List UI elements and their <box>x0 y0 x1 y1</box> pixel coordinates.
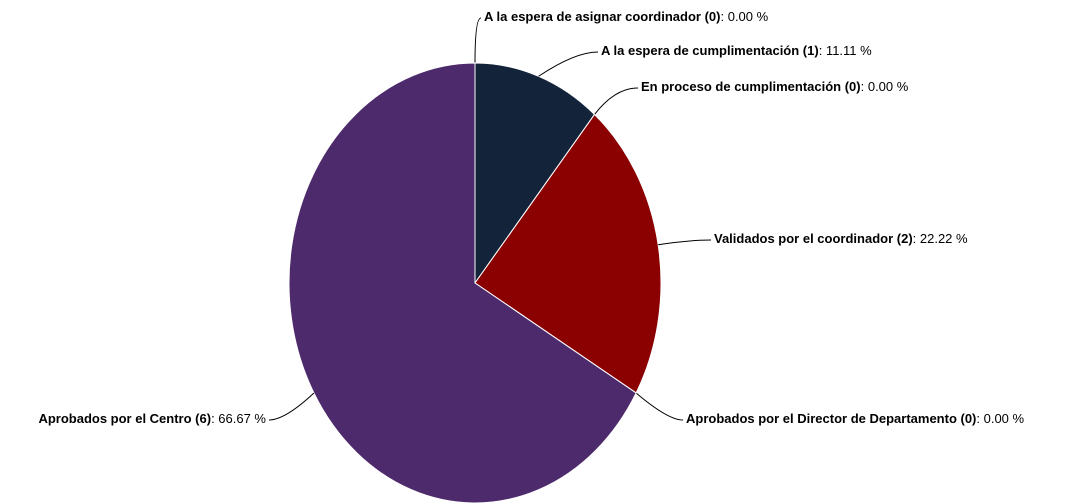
slice-name: Validados por el coordinador (2) <box>714 231 913 246</box>
slice-value: : 11.11 % <box>819 43 872 58</box>
slice-value: : 0.00 % <box>720 9 768 24</box>
leader-line <box>594 87 639 115</box>
leader-line <box>474 17 482 64</box>
leader-line <box>538 51 599 77</box>
slice-name: A la espera de asignar coordinador (0) <box>484 9 720 24</box>
slice-value: : 0.00 % <box>861 79 909 94</box>
leader-line <box>268 392 315 421</box>
slice-label: En proceso de cumplimentación (0): 0.00 … <box>641 79 909 94</box>
slice-label: Validados por el coordinador (2): 22.22 … <box>714 231 968 246</box>
slice-label: A la espera de asignar coordinador (0): … <box>484 9 769 24</box>
slice-name: En proceso de cumplimentación (0) <box>641 79 861 94</box>
pie-slice <box>474 113 662 394</box>
slice-value: : 22.22 % <box>913 231 968 246</box>
slice-name: Aprobados por el Centro (6) <box>38 411 211 426</box>
leader-line <box>635 392 684 421</box>
slice-name: Aprobados por el Director de Departament… <box>686 411 976 426</box>
slice-name: A la espera de cumplimentación (1) <box>601 43 819 58</box>
leader-line <box>658 239 712 246</box>
pie-slice <box>288 62 637 504</box>
slice-value: : 66.67 % <box>211 411 266 426</box>
pie-slice <box>474 62 596 285</box>
slice-label: Aprobados por el Director de Departament… <box>686 411 1025 426</box>
slice-label: Aprobados por el Centro (6): 66.67 % <box>38 411 266 426</box>
slice-value: : 0.00 % <box>976 411 1024 426</box>
slice-label: A la espera de cumplimentación (1): 11.1… <box>601 43 872 58</box>
